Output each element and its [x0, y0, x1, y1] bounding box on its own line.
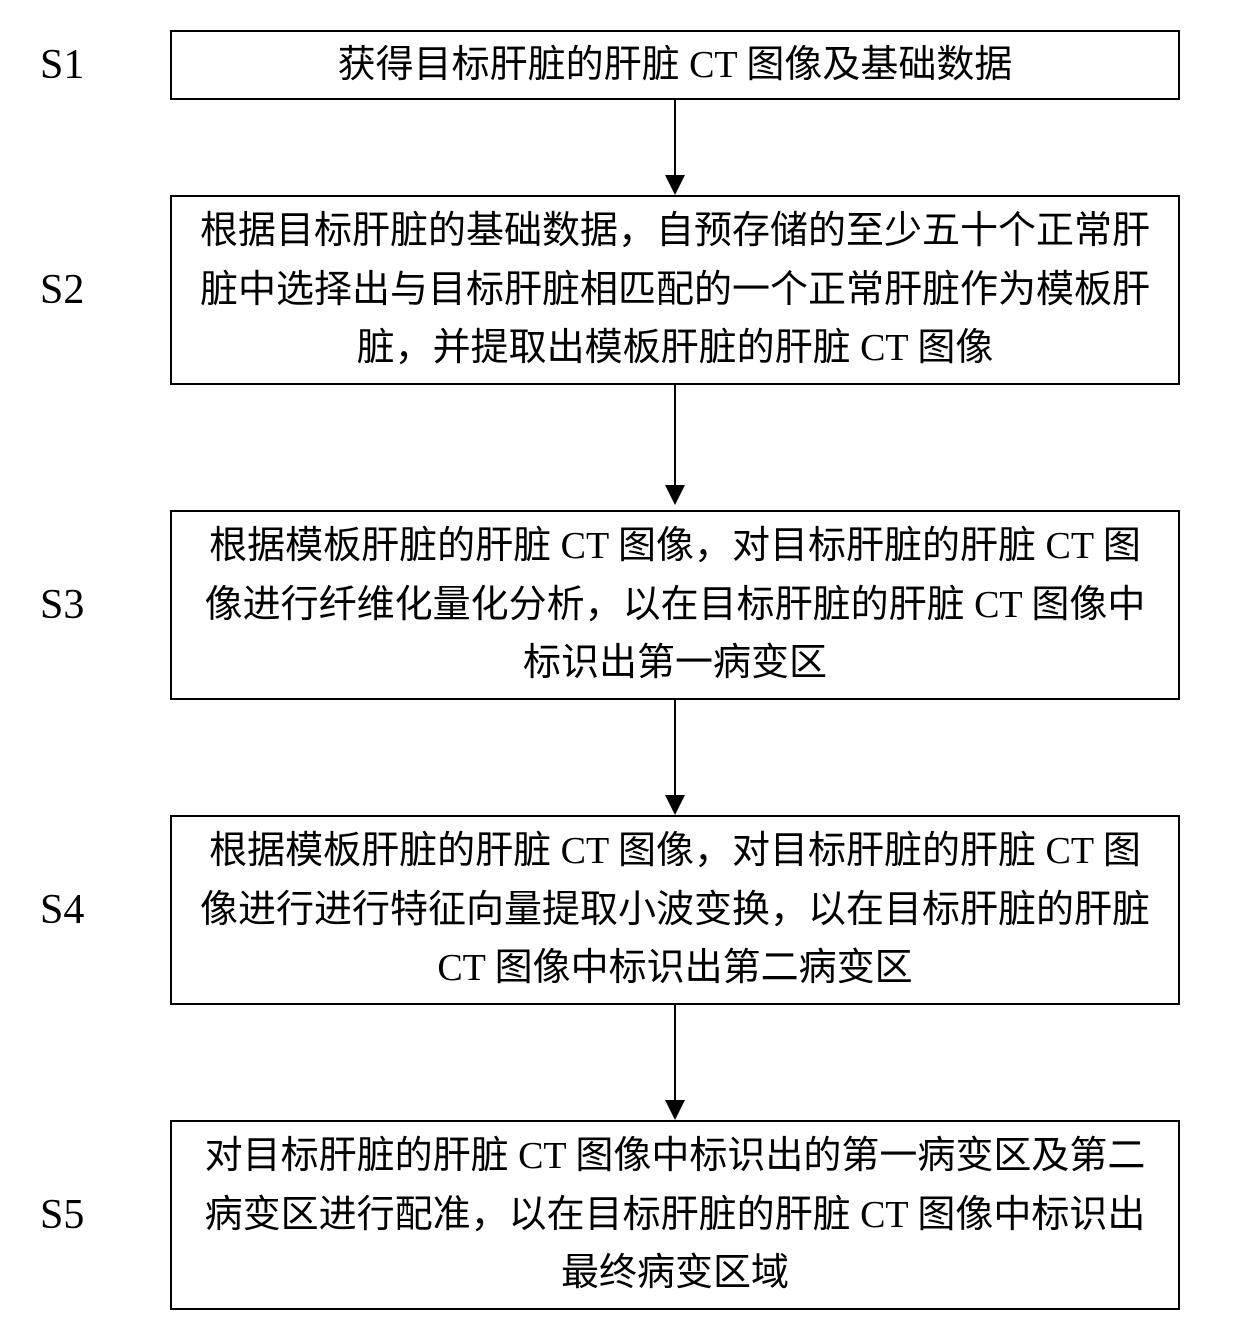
step-text: 根据模板肝脏的肝脏 CT 图像，对目标肝脏的肝脏 CT 图像进行进行特征向量提取…: [192, 822, 1158, 999]
step-text: 根据目标肝脏的基础数据，自预存储的至少五十个正常肝脏中选择出与目标肝脏相匹配的一…: [192, 202, 1158, 379]
step-text: 根据模板肝脏的肝脏 CT 图像，对目标肝脏的肝脏 CT 图像进行纤维化量化分析，…: [192, 517, 1158, 694]
arrow-head: [665, 1100, 685, 1120]
flowchart-step-s1: S1 获得目标肝脏的肝脏 CT 图像及基础数据: [0, 30, 1240, 100]
step-box: 获得目标肝脏的肝脏 CT 图像及基础数据: [170, 30, 1180, 100]
flowchart-step-s3: S3 根据模板肝脏的肝脏 CT 图像，对目标肝脏的肝脏 CT 图像进行纤维化量化分…: [0, 510, 1240, 700]
step-label: S4: [40, 886, 84, 934]
arrow-head: [665, 795, 685, 815]
step-box: 根据模板肝脏的肝脏 CT 图像，对目标肝脏的肝脏 CT 图像进行进行特征向量提取…: [170, 815, 1180, 1005]
step-text: 获得目标肝脏的肝脏 CT 图像及基础数据: [338, 36, 1013, 95]
step-label: S2: [40, 266, 84, 314]
arrow-head: [665, 175, 685, 195]
step-box: 对目标肝脏的肝脏 CT 图像中标识出的第一病变区及第二病变区进行配准，以在目标肝…: [170, 1120, 1180, 1310]
step-box: 根据目标肝脏的基础数据，自预存储的至少五十个正常肝脏中选择出与目标肝脏相匹配的一…: [170, 195, 1180, 385]
flowchart-step-s4: S4 根据模板肝脏的肝脏 CT 图像，对目标肝脏的肝脏 CT 图像进行进行特征向量…: [0, 815, 1240, 1005]
arrow-line: [674, 700, 676, 795]
step-label: S5: [40, 1191, 84, 1239]
step-text: 对目标肝脏的肝脏 CT 图像中标识出的第一病变区及第二病变区进行配准，以在目标肝…: [192, 1127, 1158, 1304]
step-label: S3: [40, 581, 84, 629]
arrow-head: [665, 485, 685, 505]
flowchart-step-s5: S5 对目标肝脏的肝脏 CT 图像中标识出的第一病变区及第二病变区进行配准，以在目…: [0, 1120, 1240, 1310]
arrow-line: [674, 385, 676, 485]
step-label: S1: [40, 41, 84, 89]
arrow-line: [674, 100, 676, 175]
flowchart-step-s2: S2 根据目标肝脏的基础数据，自预存储的至少五十个正常肝脏中选择出与目标肝脏相匹配…: [0, 195, 1240, 385]
step-box: 根据模板肝脏的肝脏 CT 图像，对目标肝脏的肝脏 CT 图像进行纤维化量化分析，…: [170, 510, 1180, 700]
arrow-line: [674, 1005, 676, 1100]
